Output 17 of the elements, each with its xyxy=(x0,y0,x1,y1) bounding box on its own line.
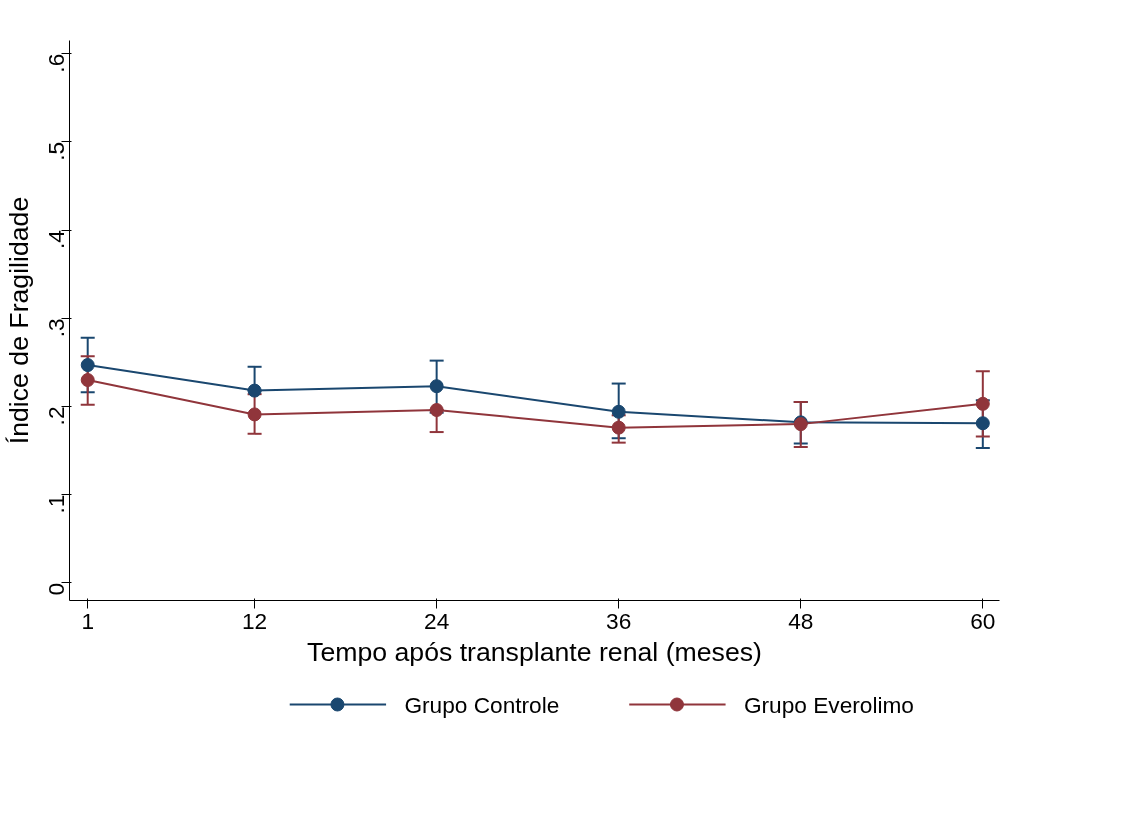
x-axis-title: Tempo após transplante renal (meses) xyxy=(307,636,762,667)
y-tick-label: .3 xyxy=(43,318,69,338)
y-tick-label: .4 xyxy=(43,230,69,249)
legend-label: Grupo Everolimo xyxy=(743,691,914,718)
y-tick-label: .2 xyxy=(43,406,69,426)
legend-label: Grupo Controle xyxy=(404,691,560,718)
y-tick-label: 0 xyxy=(43,582,69,596)
x-tick-label: 36 xyxy=(606,607,632,634)
y-tick-label: .5 xyxy=(43,141,69,161)
y-axis-title: Índice de Fragilidade xyxy=(3,196,34,445)
y-tick-label: .1 xyxy=(43,494,69,514)
x-tick-label: 24 xyxy=(424,607,450,634)
x-tick-label: 12 xyxy=(241,607,268,634)
x-tick-label: 60 xyxy=(970,607,996,634)
x-tick-label: 48 xyxy=(788,607,814,634)
y-tick-label: .6 xyxy=(43,53,69,73)
x-tick-label: 1 xyxy=(81,607,95,634)
